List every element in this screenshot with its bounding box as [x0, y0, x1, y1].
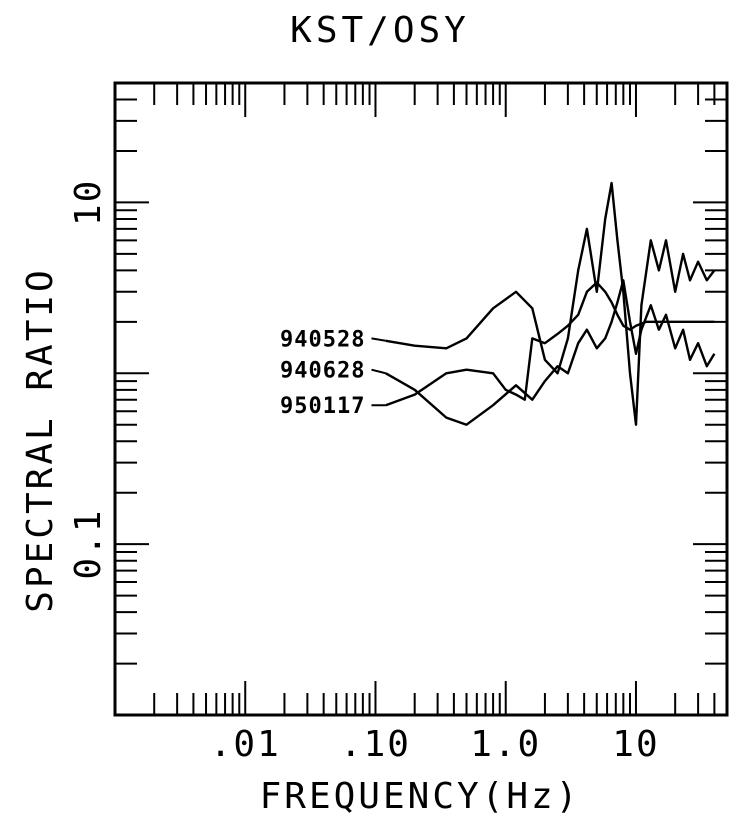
y-tick-labels: 100.1: [68, 179, 109, 580]
y-tick-label: 10: [68, 179, 109, 226]
series-label-940528: 940528: [280, 327, 365, 352]
axis-ticks: [114, 82, 728, 716]
x-tick-labels: .01 .10 1.0 10: [210, 724, 659, 765]
x-tick-label: 10: [612, 724, 659, 765]
plot-frame: [113, 81, 729, 717]
series-line-940528: [385, 181, 716, 426]
series-line-940628: [385, 279, 716, 426]
y-tick-label: 0.1: [68, 509, 109, 580]
chart-title: KST/OSY: [290, 10, 470, 51]
x-tick-label: .01: [210, 724, 281, 765]
series-label-940628: 940628: [280, 359, 365, 384]
series-line-950117: [385, 281, 715, 407]
y-axis-label: SPECTRAL RATIO: [20, 267, 61, 612]
series-leader-940528: [371, 337, 386, 342]
x-axis-label: FREQUENCY(Hz): [260, 776, 581, 817]
x-tick-label: 1.0: [470, 724, 541, 765]
series-labels: 940528 940628 950117: [280, 327, 387, 419]
series-leader-940628: [371, 368, 387, 375]
series-group: [385, 181, 716, 426]
x-tick-label: .10: [340, 724, 411, 765]
series-label-950117: 950117: [280, 394, 365, 419]
